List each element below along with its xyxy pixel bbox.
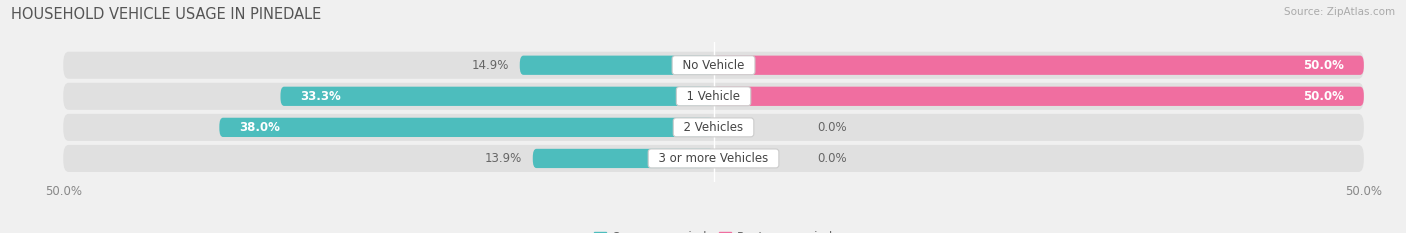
FancyBboxPatch shape [63, 52, 1364, 79]
FancyBboxPatch shape [713, 87, 1364, 106]
Text: No Vehicle: No Vehicle [675, 59, 752, 72]
Text: 13.9%: 13.9% [485, 152, 523, 165]
Text: 38.0%: 38.0% [239, 121, 280, 134]
FancyBboxPatch shape [63, 145, 1364, 172]
Text: 1 Vehicle: 1 Vehicle [679, 90, 748, 103]
Text: 33.3%: 33.3% [299, 90, 340, 103]
Legend: Owner-occupied, Renter-occupied: Owner-occupied, Renter-occupied [589, 226, 838, 233]
Text: 2 Vehicles: 2 Vehicles [676, 121, 751, 134]
Text: 3 or more Vehicles: 3 or more Vehicles [651, 152, 776, 165]
FancyBboxPatch shape [713, 56, 1364, 75]
FancyBboxPatch shape [63, 83, 1364, 110]
FancyBboxPatch shape [63, 114, 1364, 141]
Text: Source: ZipAtlas.com: Source: ZipAtlas.com [1284, 7, 1395, 17]
Text: 50.0%: 50.0% [1303, 59, 1344, 72]
FancyBboxPatch shape [533, 149, 713, 168]
Text: 0.0%: 0.0% [818, 121, 848, 134]
FancyBboxPatch shape [219, 118, 713, 137]
Text: HOUSEHOLD VEHICLE USAGE IN PINEDALE: HOUSEHOLD VEHICLE USAGE IN PINEDALE [11, 7, 322, 22]
Text: 0.0%: 0.0% [818, 152, 848, 165]
Text: 50.0%: 50.0% [1303, 90, 1344, 103]
Text: 14.9%: 14.9% [472, 59, 509, 72]
FancyBboxPatch shape [520, 56, 713, 75]
FancyBboxPatch shape [280, 87, 713, 106]
